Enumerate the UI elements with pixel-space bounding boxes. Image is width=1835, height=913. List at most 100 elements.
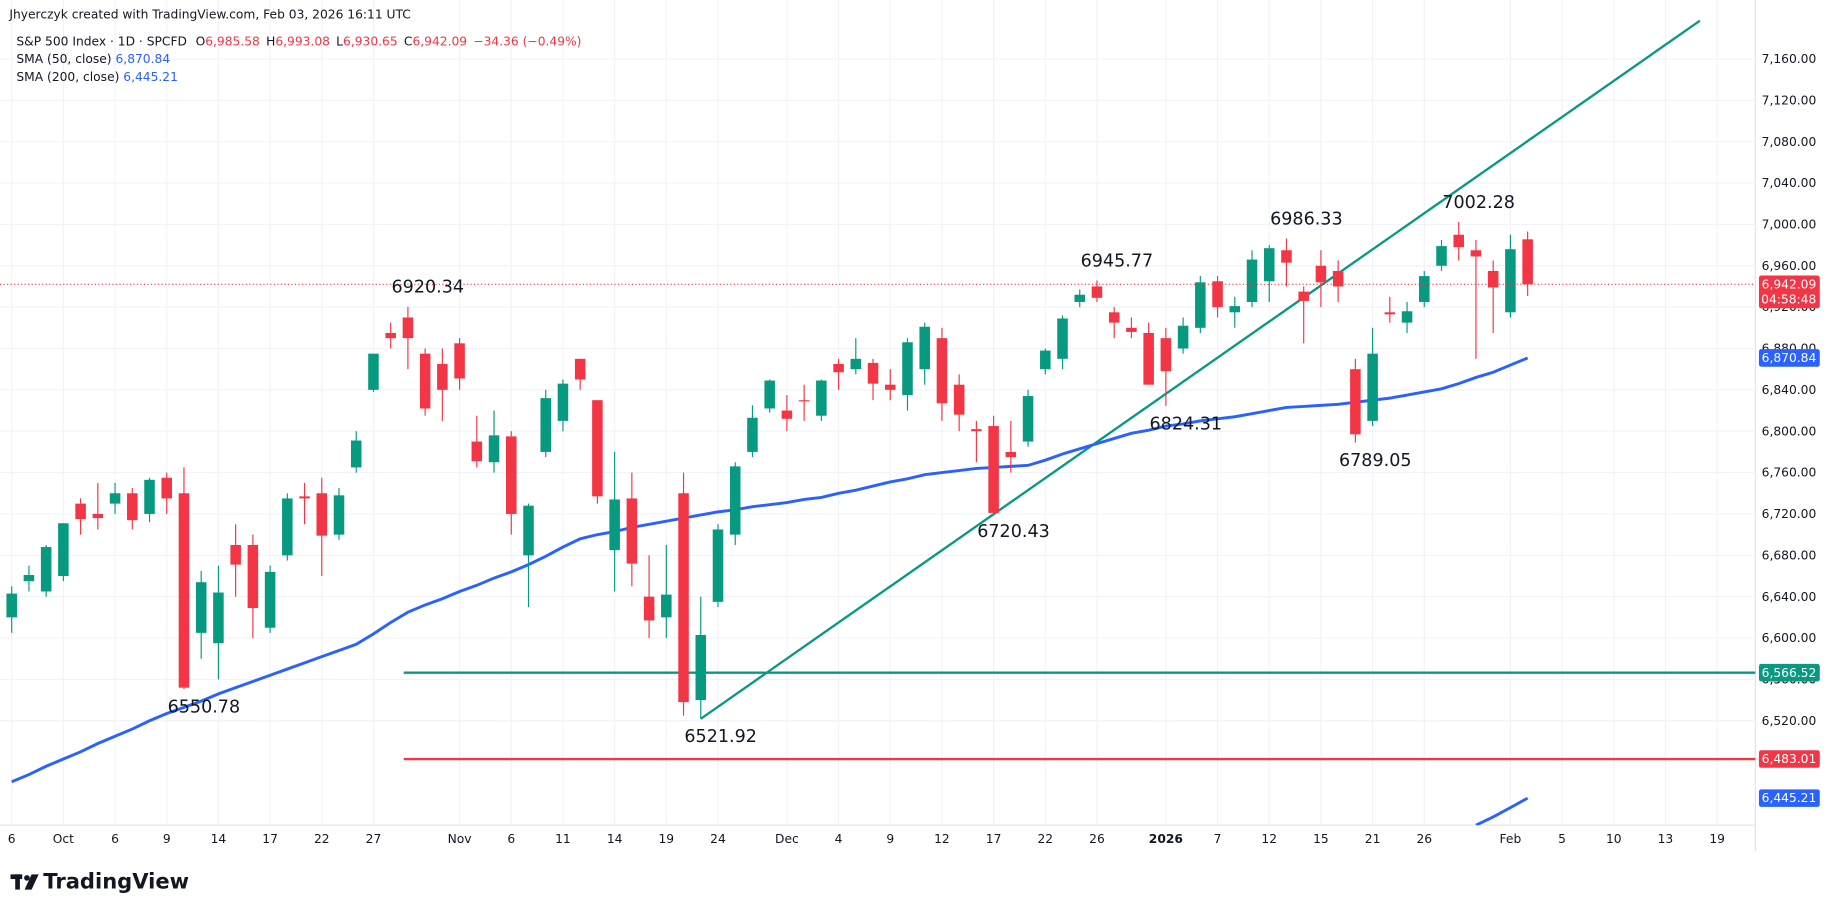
x-tick-label: 22	[314, 832, 330, 846]
y-tick-label: 7,080.00	[1762, 135, 1817, 149]
x-tick-label: Feb	[1500, 832, 1522, 846]
candle-body	[264, 571, 276, 628]
candle-body	[798, 400, 810, 402]
x-tick-label: 6	[8, 832, 16, 846]
candle-body	[333, 495, 345, 535]
y-tick-label: 6,520.00	[1762, 714, 1817, 728]
candle-body	[195, 582, 207, 633]
x-tick-label: 21	[1365, 832, 1381, 846]
candle-body	[58, 523, 69, 576]
price-badge	[1758, 750, 1820, 768]
x-tick-label: 14	[607, 832, 623, 846]
x-tick-label: 15	[1313, 832, 1329, 846]
x-tick-label: 17	[262, 832, 278, 846]
candle-body	[988, 426, 999, 513]
candle-body	[127, 493, 138, 521]
sma-legend: SMA (200, close) 6,445.21	[16, 70, 178, 84]
candle-body	[1108, 312, 1120, 323]
x-tick-label: 13	[1658, 832, 1674, 846]
candle-body	[161, 477, 173, 499]
x-tick-label: Nov	[448, 832, 472, 846]
candle-body	[540, 398, 551, 452]
candle-body	[523, 505, 534, 556]
candle-body	[574, 358, 586, 380]
sma-line	[1475, 796, 1529, 826]
candle-body	[75, 503, 86, 520]
price-badge-label: 6,483.01	[1762, 752, 1817, 766]
x-tick-label: 26	[1089, 832, 1105, 846]
candle-body	[1195, 282, 1206, 328]
candle-body	[109, 493, 121, 504]
x-tick-label: 12	[934, 832, 950, 846]
x-tick-label: 19	[1709, 832, 1725, 846]
x-tick-label: 26	[1416, 832, 1432, 846]
candle-body	[1487, 270, 1499, 288]
candle-body	[781, 410, 793, 419]
x-tick-label: 9	[886, 832, 894, 846]
legend-name: SMA (200, close)	[16, 70, 119, 84]
candle-body	[23, 574, 35, 582]
candle-body	[471, 441, 483, 462]
price-annotation: 7002.28	[1442, 193, 1515, 213]
candle-body	[419, 353, 431, 409]
candle-body	[40, 547, 52, 592]
y-tick-label: 6,600.00	[1762, 631, 1817, 645]
candle-body	[1091, 286, 1103, 298]
ohlc-value: 6,930.65	[343, 35, 398, 49]
x-tick-label: 4	[835, 832, 843, 846]
ohlc-key: L	[336, 35, 343, 49]
legend-name: SMA (50, close)	[16, 52, 111, 66]
x-tick-label: 6	[111, 832, 119, 846]
candle-body	[1436, 246, 1447, 266]
candle-body	[1419, 276, 1430, 302]
price-annotation: 6824.31	[1149, 414, 1222, 434]
credit: Jhyerczyk created with TradingView.com, …	[8, 8, 410, 22]
price-annotation: 6789.05	[1339, 451, 1412, 471]
candle-body	[178, 493, 190, 688]
candle-body	[454, 343, 465, 379]
candle-body	[402, 317, 414, 339]
price-badge-label: 6,942.09	[1762, 277, 1817, 291]
candle-body	[316, 493, 328, 536]
candle-body	[1401, 311, 1413, 323]
price-badge	[1758, 663, 1820, 682]
candle-body	[1298, 291, 1309, 301]
price-annotation: 6945.77	[1081, 251, 1154, 271]
x-tick-label: 2026	[1149, 832, 1183, 846]
candle-body	[833, 364, 844, 373]
candle-body	[850, 358, 862, 370]
candle-body	[1367, 353, 1378, 421]
y-tick-label: 6,640.00	[1762, 590, 1817, 604]
candle-body	[488, 435, 500, 463]
price-badge-label: 6,870.84	[1762, 351, 1817, 365]
ohlc-value: 6,993.08	[275, 35, 330, 49]
candle-body	[557, 383, 569, 421]
candle-body	[247, 544, 259, 609]
candle-body	[919, 326, 930, 370]
candle-body	[1022, 396, 1034, 442]
candle-body	[643, 596, 655, 621]
candle-body	[1074, 294, 1086, 302]
candle-body	[1315, 265, 1327, 283]
candle-body	[626, 498, 638, 564]
x-tick-label: 17	[986, 832, 1002, 846]
sma-legend: SMA (50, close) 6,870.84	[16, 52, 170, 66]
y-tick-label: 7,120.00	[1762, 93, 1817, 107]
price-badge	[1758, 349, 1820, 367]
candle-body	[1160, 338, 1172, 372]
ohlc-value: 6,942.09	[412, 35, 467, 49]
candle-body	[1126, 327, 1137, 332]
legend-value: 6,445.21	[123, 70, 178, 84]
candle-body	[764, 380, 775, 409]
x-tick-label: 10	[1606, 832, 1622, 846]
candle-body	[1005, 451, 1017, 458]
candle-body	[6, 593, 17, 618]
ohlc-legend: S&P 500 Index · 1D · SPCFD O6,985.58 H6,…	[16, 35, 581, 49]
candle-body	[368, 353, 379, 390]
price-badge-label: 6,566.52	[1762, 666, 1817, 680]
y-tick-label: 7,160.00	[1762, 52, 1817, 66]
candle-body	[695, 634, 707, 701]
sma-line	[11, 356, 1529, 784]
candle-body	[816, 380, 827, 416]
price-annotation: 6720.43	[977, 522, 1050, 542]
